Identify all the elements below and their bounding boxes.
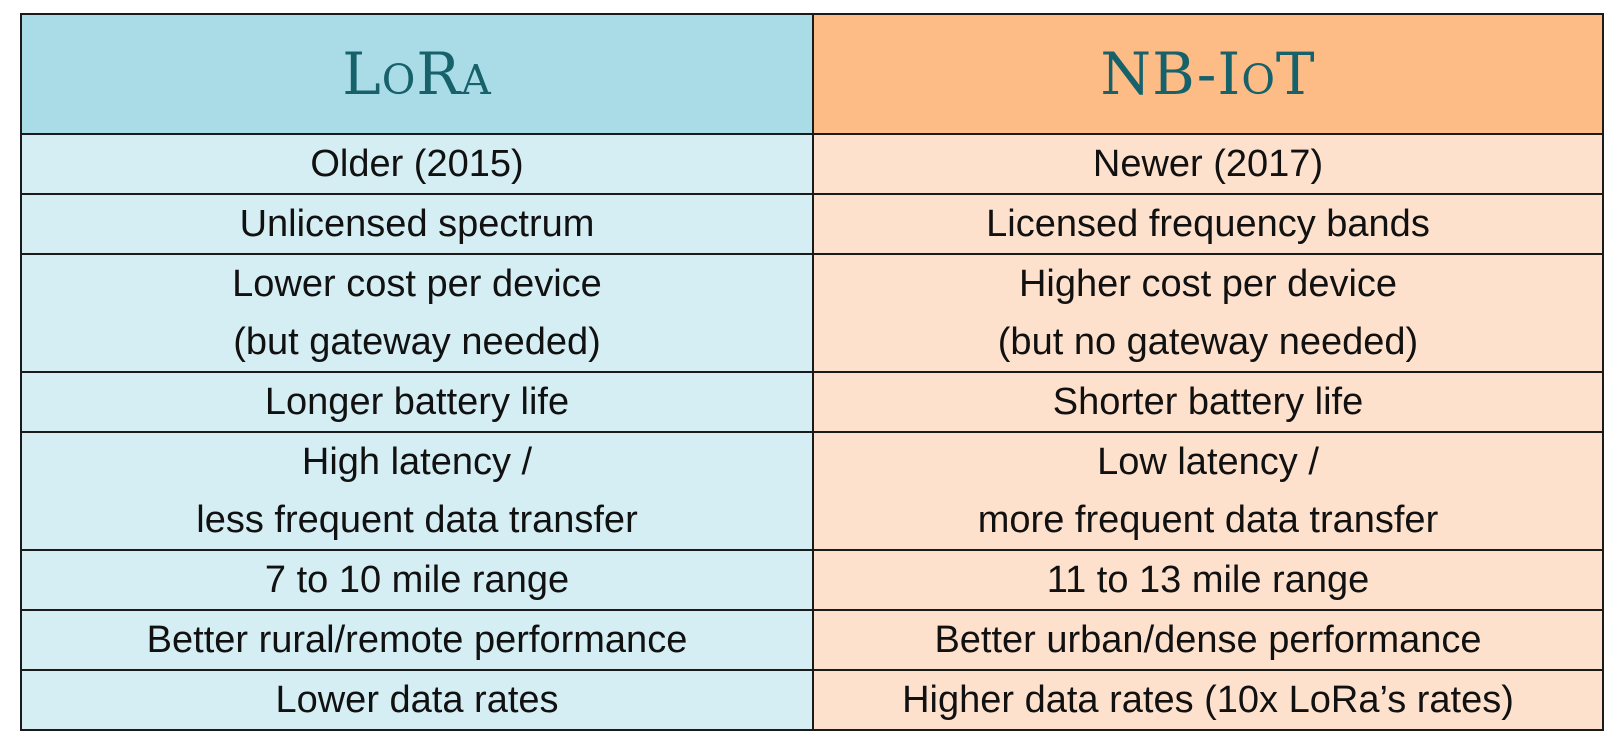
lora-cell: Better rural/remote performance <box>20 609 814 671</box>
header-nbiot: NB-IoT <box>812 13 1604 135</box>
nbiot-cell: Licensed frequency bands <box>812 193 1604 255</box>
table-row: Older (2015) Newer (2017) <box>20 133 1604 195</box>
cell-line: Newer (2017) <box>1092 143 1324 185</box>
table-row: High latency / less frequent data transf… <box>20 431 1604 551</box>
cell-line: Lower cost per device <box>232 263 602 305</box>
nbiot-cell: 11 to 13 mile range <box>812 549 1604 611</box>
nbiot-cell: Higher data rates (10x LoRa’s rates) <box>812 669 1604 731</box>
lora-cell: High latency / less frequent data transf… <box>20 431 814 551</box>
lora-cell: 7 to 10 mile range <box>20 549 814 611</box>
header-lora: LoRa <box>20 13 814 135</box>
cell-line: Low latency / <box>1097 441 1319 483</box>
cell-line: less frequent data transfer <box>196 499 638 541</box>
cell-line: Lower data rates <box>275 679 559 721</box>
table-row: Longer battery life Shorter battery life <box>20 371 1604 433</box>
cell-line: Longer battery life <box>264 381 570 423</box>
cell-line: Older (2015) <box>310 143 524 185</box>
cell-line: 11 to 13 mile range <box>1046 559 1370 601</box>
cell-line: Licensed frequency bands <box>986 203 1430 245</box>
table-row: Lower cost per device (but gateway neede… <box>20 253 1604 373</box>
lora-cell: Longer battery life <box>20 371 814 433</box>
nbiot-cell: Better urban/dense performance <box>812 609 1604 671</box>
header-row: LoRa NB-IoT <box>20 13 1604 135</box>
table-row: Better rural/remote performance Better u… <box>20 609 1604 671</box>
table-row: Lower data rates Higher data rates (10x … <box>20 669 1604 731</box>
lora-cell: Lower data rates <box>20 669 814 731</box>
comparison-table: LoRa NB-IoT Older (2015) Newer (2017) Un… <box>20 13 1604 731</box>
table-row: 7 to 10 mile range 11 to 13 mile range <box>20 549 1604 611</box>
cell-line: Unlicensed spectrum <box>239 203 595 245</box>
nbiot-cell: Shorter battery life <box>812 371 1604 433</box>
cell-line: 7 to 10 mile range <box>264 559 570 601</box>
nbiot-cell: Higher cost per device (but no gateway n… <box>812 253 1604 373</box>
lora-cell: Older (2015) <box>20 133 814 195</box>
lora-cell: Unlicensed spectrum <box>20 193 814 255</box>
cell-line: High latency / <box>301 441 533 483</box>
cell-line: Better rural/remote performance <box>146 619 688 661</box>
cell-line: more frequent data transfer <box>977 499 1439 541</box>
table-row: Unlicensed spectrum Licensed frequency b… <box>20 193 1604 255</box>
cell-line: Higher cost per device <box>1018 263 1398 305</box>
cell-line: Better urban/dense performance <box>934 619 1482 661</box>
nbiot-cell: Newer (2017) <box>812 133 1604 195</box>
cell-line: (but no gateway needed) <box>997 321 1419 363</box>
lora-cell: Lower cost per device (but gateway neede… <box>20 253 814 373</box>
cell-line: Shorter battery life <box>1052 381 1364 423</box>
cell-line: (but gateway needed) <box>233 321 601 363</box>
cell-line: Higher data rates (10x LoRa’s rates) <box>902 679 1514 721</box>
nbiot-cell: Low latency / more frequent data transfe… <box>812 431 1604 551</box>
